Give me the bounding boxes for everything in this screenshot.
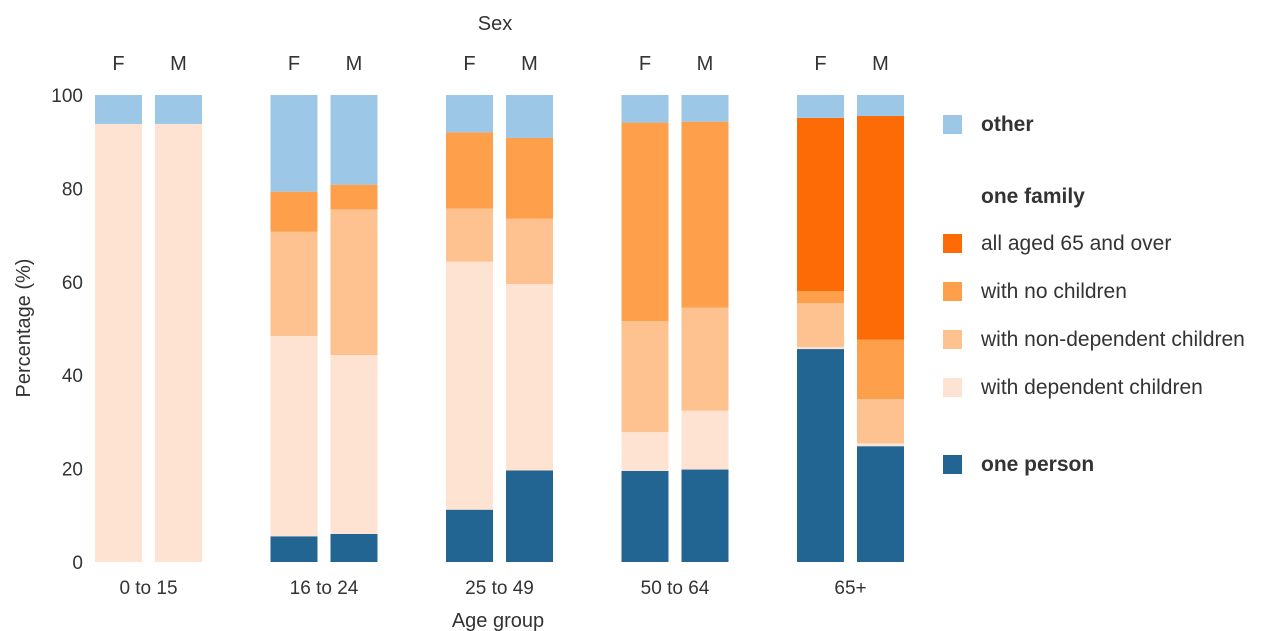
legend-swatch-one_person (943, 455, 962, 474)
bar-segment-non_dependent (506, 218, 553, 285)
bar-segment-aged_65 (797, 117, 844, 292)
legend-heading: one family (981, 185, 1085, 208)
bar-segment-one_person (506, 470, 553, 562)
y-axis-title: Percentage (%) (13, 259, 35, 398)
bar-segment-other (330, 95, 378, 185)
bar-segment-non_dependent (621, 321, 669, 433)
y-tick-label: 80 (62, 179, 83, 200)
bar-segment-dependent (506, 284, 553, 471)
bar-segment-no_children (797, 291, 844, 304)
bar-segment-no_children (506, 137, 553, 219)
legend-label: all aged 65 and over (981, 232, 1171, 255)
sex-label: M (697, 53, 714, 75)
sex-label: F (463, 53, 475, 75)
legend-label: one person (981, 453, 1094, 476)
x-tick-label: 50 to 64 (641, 578, 710, 599)
y-tick-label: 20 (62, 460, 83, 481)
x-tick-label: 25 to 49 (465, 578, 534, 599)
bars (95, 95, 904, 562)
bar-segment-dependent (95, 123, 142, 562)
legend-label: other (981, 113, 1034, 136)
bar-segment-other (857, 95, 904, 117)
bar-segment-dependent (155, 123, 202, 562)
bar-segment-dependent (681, 410, 729, 470)
bar-segment-dependent (797, 347, 844, 350)
bar-segment-other (506, 95, 553, 138)
bar-segment-other (270, 95, 318, 192)
bar-segment-non_dependent (681, 307, 729, 411)
legend-label: with no children (980, 280, 1127, 303)
legend-swatch-aged_65 (943, 234, 962, 253)
sex-label: M (170, 53, 187, 75)
y-tick-label: 100 (51, 86, 83, 107)
legend-swatch-non_dependent (943, 330, 962, 349)
bar-segment-other (681, 95, 729, 122)
sex-label: F (288, 53, 300, 75)
bar-segment-one_person (621, 470, 669, 562)
legend-label: with non-dependent children (980, 328, 1245, 351)
x-axis: 0 to 15 16 to 24 25 to 49 50 to 64 65+ (119, 578, 866, 599)
bar-segment-dependent (621, 432, 669, 471)
legend-swatch-other (943, 115, 962, 134)
bar-segment-other (155, 95, 202, 124)
bar-segment-other (797, 95, 844, 118)
bar-segment-non_dependent (446, 208, 493, 262)
bar-segment-non_dependent (270, 231, 318, 336)
bar-segment-non_dependent (330, 209, 378, 356)
y-tick-label: 60 (62, 273, 83, 294)
bar-segment-dependent (446, 261, 493, 510)
bar-segment-one_person (857, 446, 904, 562)
bar-segment-other (95, 95, 142, 124)
x-axis-title: Age group (452, 610, 544, 631)
y-tick-label: 0 (72, 553, 83, 574)
bar-segment-no_children (857, 339, 904, 400)
legend: other one family all aged 65 and over with … (943, 113, 1245, 476)
y-tick-label: 40 (62, 366, 83, 387)
bar-segment-non_dependent (797, 303, 844, 348)
bar-segment-non_dependent (857, 399, 904, 444)
x-tick-label: 65+ (834, 578, 866, 599)
x-tick-label: 0 to 15 (119, 578, 177, 599)
bar-segment-aged_65 (857, 116, 904, 340)
bar-segment-other (621, 95, 669, 123)
bar-segment-no_children (330, 184, 378, 210)
bar-segment-dependent (270, 335, 318, 537)
sex-label: M (872, 53, 889, 75)
bar-segment-one_person (797, 349, 844, 562)
sex-label: F (814, 53, 826, 75)
bar-segment-one_person (446, 509, 493, 562)
bar-segment-one_person (330, 533, 378, 562)
sex-label: M (521, 53, 538, 75)
sex-label: F (112, 53, 124, 75)
legend-label: with dependent children (980, 376, 1203, 399)
y-axis: 0 20 40 60 80 100 (51, 86, 83, 574)
bar-segment-no_children (681, 121, 729, 308)
bar-segment-one_person (270, 536, 318, 562)
bar-segment-no_children (621, 122, 669, 322)
sex-label: M (346, 53, 363, 75)
sex-label: F (639, 53, 651, 75)
bar-segment-other (446, 95, 493, 133)
x-tick-label: 16 to 24 (290, 578, 359, 599)
bar-segment-dependent (857, 443, 904, 447)
legend-swatch-dependent (943, 378, 962, 397)
legend-swatch-no_children (943, 282, 962, 301)
facet-title: Sex (478, 13, 512, 35)
bar-segment-no_children (446, 132, 493, 209)
bar-segment-no_children (270, 191, 318, 232)
bar-segment-one_person (681, 469, 729, 562)
bar-segment-dependent (330, 355, 378, 534)
